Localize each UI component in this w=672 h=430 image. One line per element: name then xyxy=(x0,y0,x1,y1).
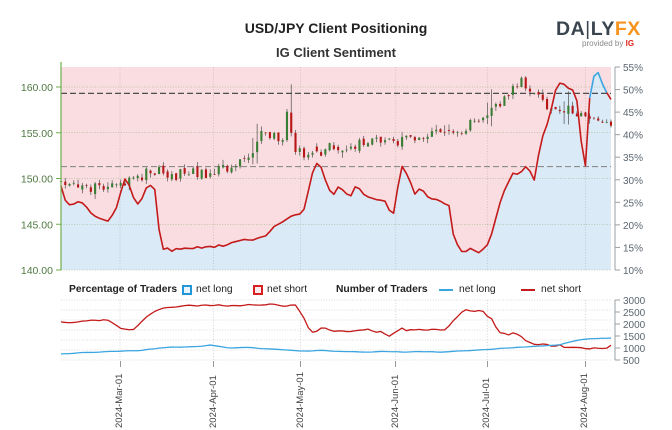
svg-text:2000: 2000 xyxy=(623,320,646,331)
svg-text:2500: 2500 xyxy=(623,308,646,319)
svg-text:500: 500 xyxy=(623,356,640,367)
svg-text:1500: 1500 xyxy=(623,332,646,343)
svg-text:3000: 3000 xyxy=(623,296,646,307)
svg-text:1000: 1000 xyxy=(623,344,646,355)
